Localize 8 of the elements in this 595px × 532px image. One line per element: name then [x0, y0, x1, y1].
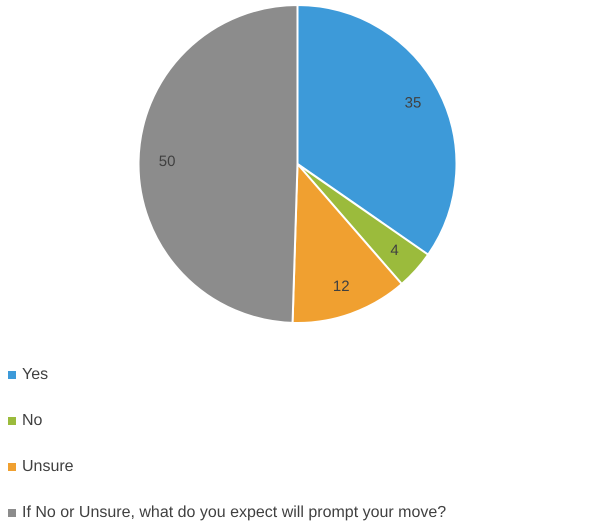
- data-label: 50: [158, 153, 176, 170]
- data-label: 12: [332, 278, 350, 295]
- data-label: 4: [390, 242, 399, 260]
- legend-label: If No or Unsure, what do you expect will prompt your move?: [22, 503, 446, 523]
- legend-label: Unsure: [22, 457, 74, 477]
- legend-label: Yes: [22, 365, 48, 385]
- data-label: 35: [404, 94, 422, 112]
- legend-label: No: [22, 411, 42, 431]
